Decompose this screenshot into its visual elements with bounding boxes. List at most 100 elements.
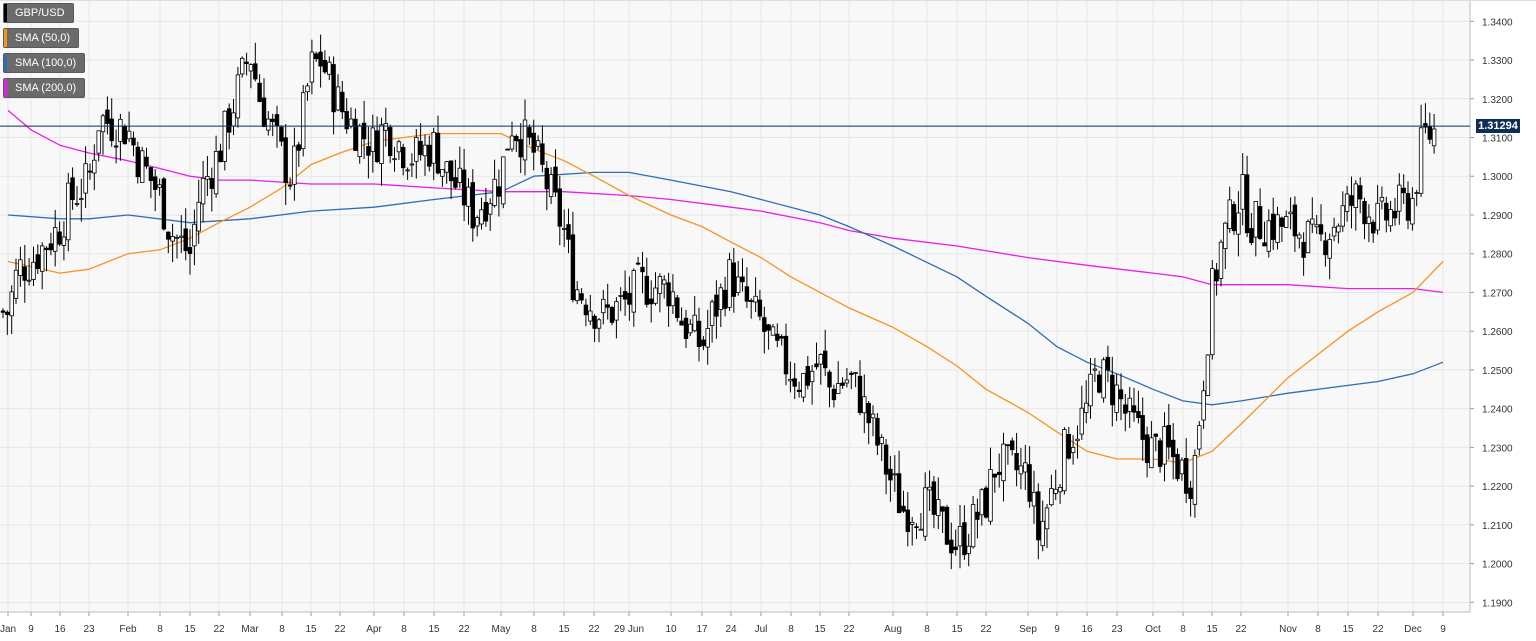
candle-down bbox=[744, 286, 750, 302]
candle-down bbox=[1144, 434, 1150, 463]
x-tick-label: 22 bbox=[588, 624, 600, 635]
y-tick-label: 1.2400 bbox=[1482, 405, 1513, 416]
candle-down bbox=[1405, 193, 1411, 221]
candle-up bbox=[170, 235, 175, 242]
candle-down bbox=[931, 481, 937, 515]
candle-down bbox=[949, 539, 954, 554]
x-tick-label: 8 bbox=[279, 624, 285, 635]
candle-down bbox=[605, 304, 610, 308]
candle-up bbox=[1331, 226, 1337, 237]
candle-up bbox=[248, 64, 254, 72]
candle-down bbox=[609, 307, 615, 323]
candle-down bbox=[875, 417, 880, 446]
candle-up bbox=[770, 326, 776, 336]
candle-up bbox=[474, 217, 480, 227]
candle-up bbox=[1418, 127, 1424, 194]
candle-down bbox=[1271, 213, 1276, 240]
x-tick-label: 8 bbox=[1315, 624, 1321, 635]
candle-down bbox=[592, 315, 597, 329]
candle-up bbox=[335, 86, 341, 111]
candle-up bbox=[1162, 426, 1167, 465]
candle-up bbox=[348, 118, 354, 127]
legend-item-sma100[interactable]: SMA (100,0) bbox=[4, 54, 85, 72]
x-tick-label: 9 bbox=[1054, 624, 1060, 635]
candle-up bbox=[1084, 402, 1089, 413]
x-tick-label: Aug bbox=[884, 624, 902, 635]
legend-item-sma200[interactable]: SMA (200,0) bbox=[4, 79, 85, 97]
candle-down bbox=[1184, 457, 1189, 494]
candle-down bbox=[527, 127, 532, 138]
candle-down bbox=[579, 293, 584, 301]
candle-up bbox=[396, 141, 402, 153]
candle-down bbox=[1014, 452, 1019, 471]
candle-down bbox=[1118, 389, 1124, 400]
candle-up bbox=[466, 186, 471, 207]
candle-up bbox=[1057, 486, 1063, 493]
x-tick-label: 15 bbox=[184, 624, 196, 635]
candle-down bbox=[400, 146, 406, 169]
candle-down bbox=[1136, 410, 1141, 418]
candle-down bbox=[131, 137, 136, 146]
candle-up bbox=[1062, 429, 1067, 492]
current-price-tag: 1.31294 bbox=[1476, 119, 1520, 134]
x-tick-label: 23 bbox=[83, 624, 95, 635]
x-tick-label: 15 bbox=[558, 624, 570, 635]
candle-up bbox=[818, 354, 823, 365]
candle-down bbox=[905, 509, 910, 533]
candle-up bbox=[1310, 218, 1315, 225]
x-tick-label: Nov bbox=[1279, 624, 1297, 635]
candle-up bbox=[1375, 202, 1380, 231]
legend-item-gbpusd[interactable]: GBP/USD bbox=[4, 4, 73, 22]
candle-down bbox=[675, 297, 680, 318]
candle-up bbox=[618, 294, 623, 297]
candle-up bbox=[753, 295, 758, 303]
candle-up bbox=[13, 269, 19, 299]
legend-label: SMA (200,0) bbox=[15, 82, 77, 94]
candle-up bbox=[1314, 224, 1319, 228]
candle-down bbox=[553, 166, 558, 193]
x-tick-label: 22 bbox=[458, 624, 470, 635]
candle-down bbox=[166, 231, 171, 240]
candle-up bbox=[1088, 373, 1093, 407]
candle-down bbox=[1262, 242, 1267, 247]
x-tick-label: 22 bbox=[1372, 624, 1384, 635]
candle-down bbox=[287, 184, 293, 187]
candle-down bbox=[148, 167, 154, 182]
x-tick-label: 15 bbox=[1206, 624, 1218, 635]
x-tick-label: 15 bbox=[305, 624, 317, 635]
candle-up bbox=[844, 379, 850, 384]
candle-down bbox=[866, 402, 871, 424]
candle-up bbox=[910, 522, 915, 525]
candle-down bbox=[453, 177, 458, 188]
x-tick-label: 9 bbox=[28, 624, 34, 635]
x-tick-label: 9 bbox=[1440, 624, 1446, 635]
y-tick-label: 1.2900 bbox=[1482, 211, 1513, 222]
candle-down bbox=[344, 111, 349, 130]
candle-down bbox=[70, 177, 75, 201]
candle-up bbox=[118, 118, 123, 142]
candle-down bbox=[779, 336, 784, 339]
candle-up bbox=[1023, 462, 1028, 473]
candle-up bbox=[266, 118, 271, 131]
candle-down bbox=[244, 61, 249, 64]
candle-down bbox=[1427, 126, 1432, 140]
candle-down bbox=[1097, 374, 1102, 393]
candle-down bbox=[187, 247, 193, 254]
x-tick-label: Apr bbox=[366, 624, 382, 635]
y-tick-label: 1.2300 bbox=[1482, 443, 1513, 454]
candle-up bbox=[1127, 397, 1132, 412]
candle-down bbox=[514, 135, 519, 141]
x-tick-label: 8 bbox=[1180, 624, 1186, 635]
candle-down bbox=[701, 339, 706, 347]
candle-up bbox=[1340, 205, 1345, 227]
candle-up bbox=[1275, 214, 1280, 243]
candle-up bbox=[979, 489, 984, 516]
candle-down bbox=[135, 146, 140, 178]
candle-down bbox=[461, 169, 467, 206]
candle-down bbox=[805, 365, 810, 386]
candle-up bbox=[1192, 454, 1198, 505]
legend-item-sma50[interactable]: SMA (50,0) bbox=[4, 29, 79, 47]
candle-up bbox=[957, 526, 963, 547]
candle-up bbox=[213, 150, 219, 195]
